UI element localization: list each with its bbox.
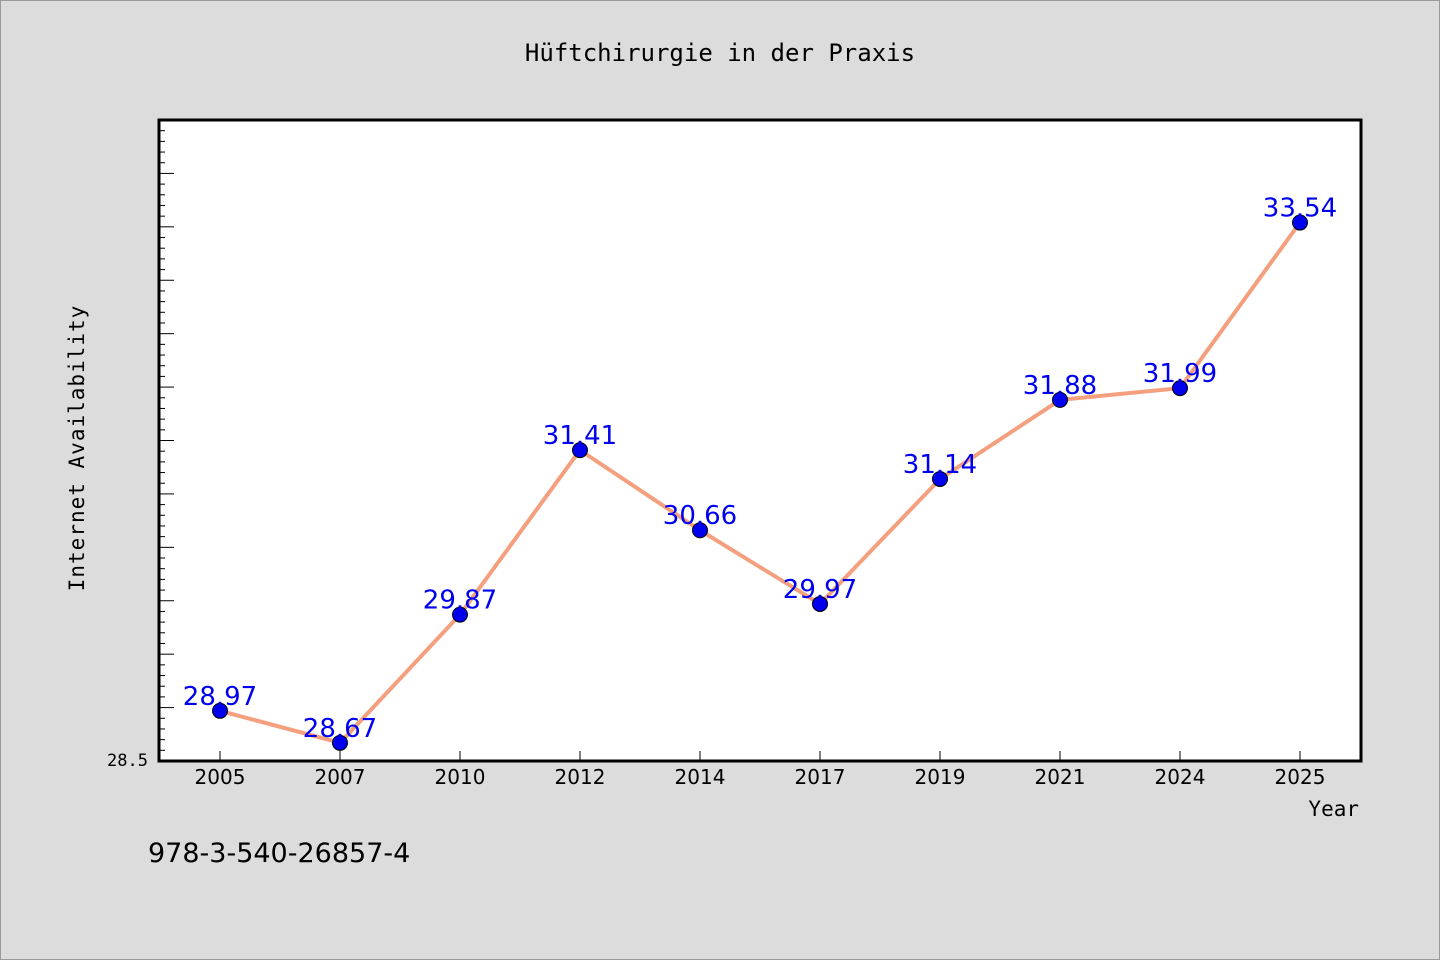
data-label: 28.67: [303, 714, 377, 744]
data-label: 28.97: [183, 682, 257, 712]
data-label: 29.97: [783, 575, 857, 605]
data-label: 31.14: [903, 450, 977, 480]
data-markers: [212, 214, 1308, 751]
data-point: [1172, 380, 1188, 397]
data-label: 29.87: [423, 586, 497, 616]
y-axis-label: Internet Availability: [65, 305, 89, 592]
data-point: [1052, 391, 1068, 408]
x-tick-label: 2021: [1035, 765, 1086, 789]
data-point: [812, 595, 828, 612]
x-tick-label: 2007: [315, 765, 366, 789]
y-axis-ticks: [159, 119, 174, 762]
x-tick-label: 2025: [1275, 765, 1326, 789]
data-label: 31.41: [543, 421, 617, 451]
x-tick-label: 2024: [1155, 765, 1206, 789]
data-point: [452, 606, 468, 623]
isbn-footer: 978-3-540-26857-4: [148, 838, 410, 869]
data-label: 30.66: [663, 501, 737, 531]
series-line: [218, 220, 1302, 745]
data-labels: 28.97 28.67 29.87 31.41 30.66 29.97 31.14 31.88…: [183, 194, 1337, 744]
x-tick-label: 2019: [915, 765, 966, 789]
data-point: [572, 442, 588, 459]
x-axis-ticks: [219, 751, 1301, 761]
x-tick-label: 2012: [555, 765, 606, 789]
data-point: [332, 734, 348, 751]
x-axis-tick-labels: 2005 2007 2010 2012 2014 2017 2019 2021 2024 2025: [195, 765, 1326, 789]
data-label: 33.54: [1263, 194, 1337, 224]
data-point: [692, 522, 708, 539]
x-tick-label: 2005: [195, 765, 246, 789]
chart-title: Hüftchirurgie in der Praxis: [525, 39, 915, 67]
data-label: 31.88: [1023, 371, 1097, 401]
x-tick-label: 2010: [435, 765, 486, 789]
x-tick-label: 2014: [675, 765, 726, 789]
data-point: [1292, 214, 1308, 231]
x-tick-label: 2017: [795, 765, 846, 789]
plot-area: [157, 118, 1363, 763]
y-tick-label-min: 28.5: [107, 751, 148, 771]
data-point: [932, 470, 948, 487]
x-axis-label: Year: [1308, 797, 1359, 821]
data-label: 31.99: [1143, 359, 1217, 389]
data-point: [212, 702, 228, 719]
